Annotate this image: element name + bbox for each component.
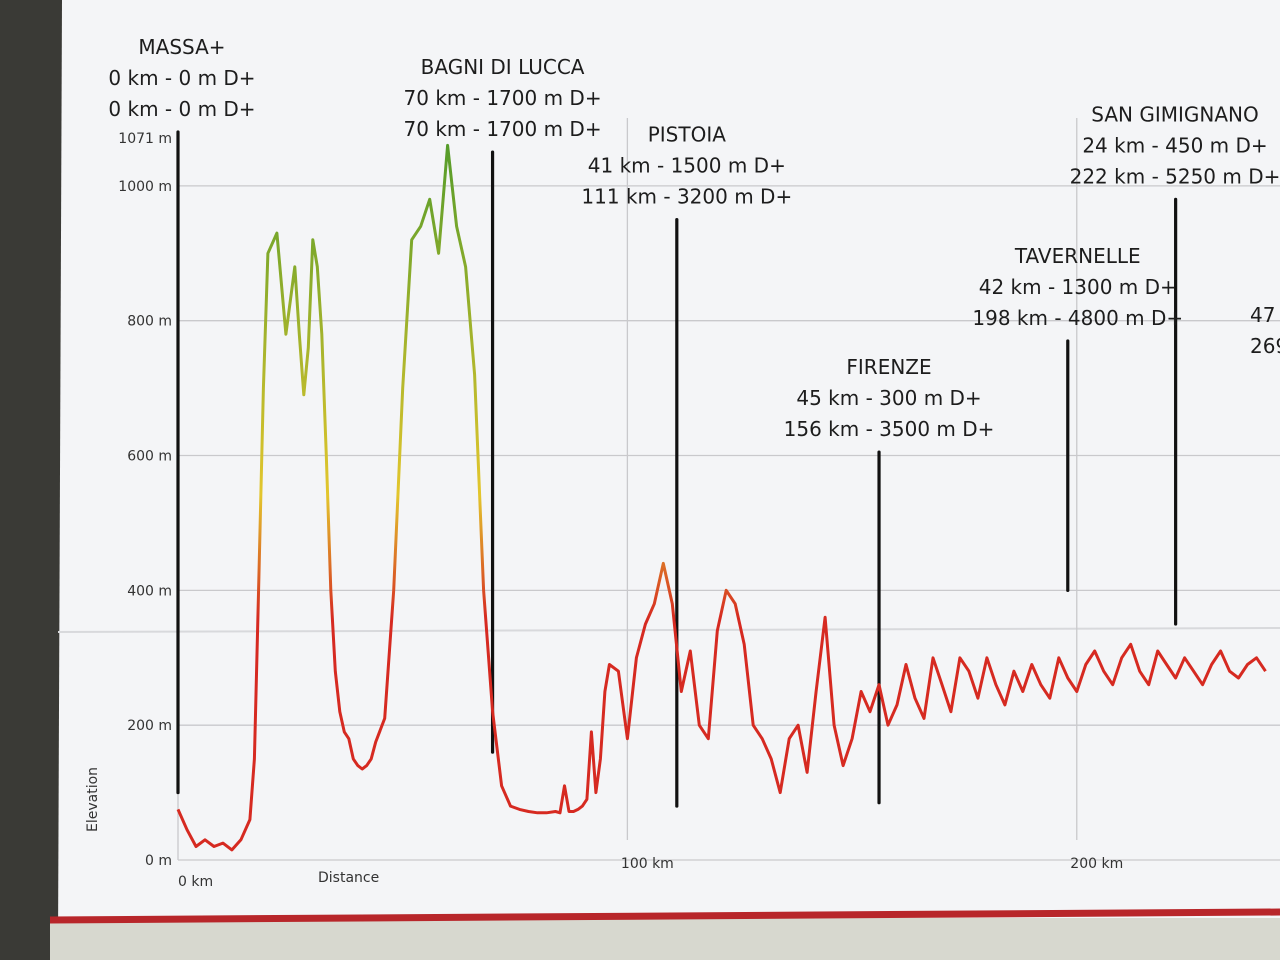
town-name: TAVERNELLE <box>1014 244 1141 268</box>
town-total-stats: 222 km - 5250 m D+ <box>1070 164 1280 188</box>
y-tick-label: 600 m <box>127 449 172 465</box>
town-markers <box>176 130 1178 808</box>
town-name: SAN GIMIGNANO <box>1091 102 1258 126</box>
map-border <box>49 908 1280 924</box>
elevation-line <box>176 143 1267 852</box>
cut-off-label: 269 <box>1250 334 1280 358</box>
paper-sheet <box>58 0 1280 945</box>
town-total-stats: 198 km - 4800 m D+ <box>972 306 1183 330</box>
town-leg-stats: 0 km - 0 m D+ <box>108 66 255 90</box>
y-tick-label: 1000 m <box>118 179 172 195</box>
x-tick-label: 100 km <box>621 856 674 872</box>
y-tick-label: 800 m <box>127 314 172 330</box>
town-name: MASSA+ <box>138 35 225 59</box>
town-total-stats: 0 km - 0 m D+ <box>108 97 255 121</box>
y-axis-ticks: 0 m 200 m 400 m 600 m 800 m 1000 m 1071 m <box>118 131 172 869</box>
cut-off-labels: 47269 <box>1250 303 1280 358</box>
town-name: BAGNI DI LUCCA <box>421 55 585 79</box>
town-name: PISTOIA <box>648 123 727 147</box>
x-axis-ticks: 0 km 100 km 200 km <box>178 856 1123 890</box>
town-leg-stats: 70 km - 1700 m D+ <box>404 86 602 110</box>
town-name: FIRENZE <box>846 355 931 379</box>
map-strip <box>50 918 1280 960</box>
town-leg-stats: 45 km - 300 m D+ <box>796 386 981 410</box>
cut-off-label: 47 <box>1250 303 1275 327</box>
y-tick-label: 0 m <box>145 853 172 869</box>
x-tick-label: 0 km <box>178 874 213 890</box>
x-axis-label: Distance <box>318 870 379 886</box>
town-leg-stats: 42 km - 1300 m D+ <box>979 275 1177 299</box>
town-total-stats: 111 km - 3200 m D+ <box>581 185 792 209</box>
y-tick-label: 400 m <box>127 583 172 599</box>
town-leg-stats: 24 km - 450 m D+ <box>1082 133 1267 157</box>
y-tick-label: 1071 m <box>118 131 172 147</box>
town-total-stats: 70 km - 1700 m D+ <box>404 117 602 141</box>
town-leg-stats: 41 km - 1500 m D+ <box>588 154 786 178</box>
y-axis-label: Elevation <box>85 767 101 832</box>
x-tick-label: 200 km <box>1070 856 1123 872</box>
y-tick-label: 200 m <box>127 718 172 734</box>
town-total-stats: 156 km - 3500 m D+ <box>784 417 995 441</box>
town-labels: MASSA+ 0 km - 0 m D+ 0 km - 0 m D+ BAGNI DI… <box>108 35 1280 441</box>
